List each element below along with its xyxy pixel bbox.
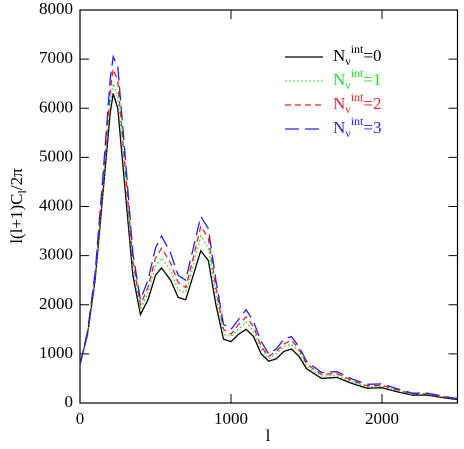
data-line xyxy=(79,54,458,400)
y-tick-label: 4000 xyxy=(39,195,73,214)
legend-label: Nνint=1 xyxy=(333,66,381,92)
y-tick-label: 2000 xyxy=(39,294,73,313)
y-tick-label: 5000 xyxy=(39,146,73,165)
data-line xyxy=(79,68,458,400)
y-tick-label: 8000 xyxy=(39,0,73,18)
y-axis-label: l(l+1)Cl/2π xyxy=(7,168,29,244)
y-tick-label: 6000 xyxy=(39,97,73,116)
legend-label: Nνint=0 xyxy=(333,42,381,68)
legend-label: Nνint=3 xyxy=(333,114,381,140)
x-tick-label: 2000 xyxy=(365,409,399,428)
data-line xyxy=(79,93,458,401)
y-tick-label: 1000 xyxy=(39,343,73,362)
x-tick-label: 0 xyxy=(76,409,85,428)
y-tick-label: 7000 xyxy=(39,48,73,67)
legend-label: Nνint=2 xyxy=(333,90,381,116)
y-tick-label: 3000 xyxy=(39,245,73,264)
y-tick-label: 0 xyxy=(65,392,74,411)
x-tick-label: 1000 xyxy=(214,409,248,428)
data-line xyxy=(79,81,458,400)
x-axis-label: l xyxy=(266,426,271,445)
plot-frame xyxy=(79,9,459,404)
